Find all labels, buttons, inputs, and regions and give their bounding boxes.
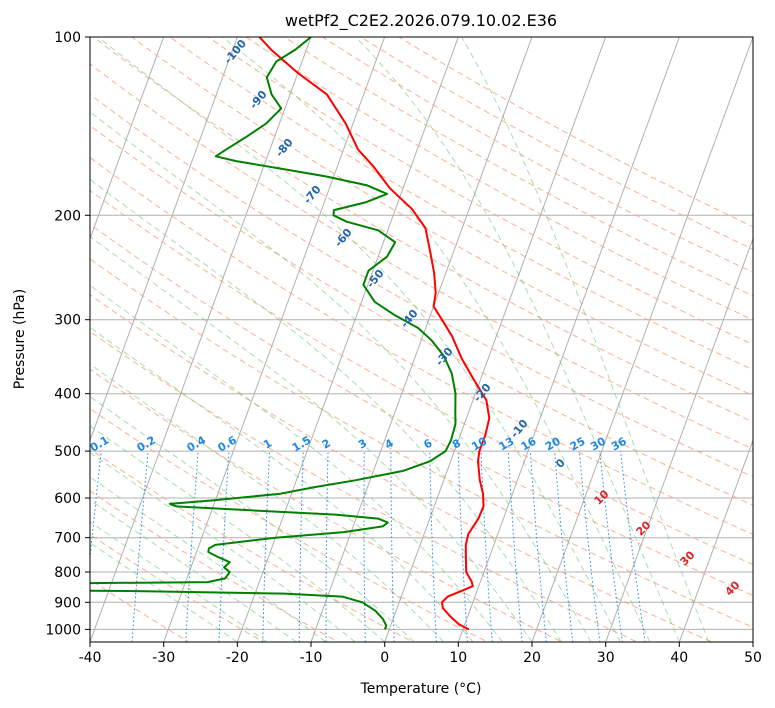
x-tick-label: -40 bbox=[79, 650, 102, 666]
isotherm-gridline bbox=[531, 37, 753, 642]
mixing-ratio-line bbox=[507, 451, 523, 642]
dry-adiabat-line bbox=[90, 63, 753, 450]
x-tick-label: 0 bbox=[380, 650, 389, 666]
temperature-line bbox=[258, 37, 491, 631]
moist-adiabat-line bbox=[90, 178, 562, 642]
mixing-ratio-line bbox=[131, 451, 149, 642]
moist-adiabat-line bbox=[90, 451, 356, 642]
mixing-ratio-line bbox=[90, 451, 102, 563]
mixing-ratio-line bbox=[578, 451, 601, 642]
y-tick-label: 200 bbox=[54, 208, 81, 224]
dry-adiabat-line bbox=[90, 93, 753, 478]
isotherm-gridline bbox=[163, 37, 386, 642]
mixing-ratio-line bbox=[218, 451, 230, 642]
isotherm-gridline bbox=[236, 37, 459, 642]
y-tick-label: 800 bbox=[54, 565, 81, 581]
dry-adiabat-line bbox=[90, 533, 265, 642]
mixing-ratio-line bbox=[298, 451, 304, 642]
mixing-ratio-line bbox=[325, 451, 329, 642]
plot-frame bbox=[89, 36, 754, 643]
moist-adiabat-line bbox=[90, 425, 386, 642]
dry-adiabat-line bbox=[90, 448, 415, 642]
moist-adiabat-line bbox=[90, 284, 503, 642]
x-tick-label: 20 bbox=[523, 650, 541, 666]
mixing-ratio-line bbox=[262, 451, 270, 642]
y-axis-label: Pressure (hPa) bbox=[12, 289, 28, 389]
moist-adiabat-line bbox=[221, 37, 651, 642]
mixing-ratio-line bbox=[457, 451, 469, 642]
y-tick-label: 700 bbox=[54, 531, 81, 547]
x-tick-label: 50 bbox=[744, 650, 762, 666]
y-tick-label: 100 bbox=[54, 30, 81, 46]
isotherm-gridline bbox=[384, 37, 607, 642]
isotherm-gridline bbox=[457, 37, 680, 642]
mixing-ratio-line bbox=[529, 451, 547, 642]
mixing-ratio-line bbox=[599, 451, 623, 642]
isotherm-gridline bbox=[310, 37, 533, 642]
chart-title: wetPf2_C2E2.2026.079.10.02.E36 bbox=[285, 11, 557, 31]
dry-adiabat-line bbox=[90, 330, 639, 642]
moist-adiabat-line bbox=[461, 37, 710, 642]
isotherm-gridline bbox=[605, 237, 753, 642]
dry-adiabat-line bbox=[207, 37, 753, 346]
x-axis-label: Temperature (°C) bbox=[360, 681, 482, 697]
dry-adiabat-line bbox=[90, 189, 753, 566]
moist-adiabat-line bbox=[355, 37, 680, 642]
mixing-ratio-line bbox=[185, 451, 199, 642]
x-tick-label: -30 bbox=[152, 650, 175, 666]
dry-adiabat-line bbox=[90, 490, 340, 642]
dry-adiabat-line bbox=[397, 37, 753, 228]
mixing-ratio-line bbox=[363, 451, 366, 642]
dewpoint-line bbox=[90, 37, 457, 630]
dry-adiabat-line bbox=[169, 37, 753, 371]
data-series bbox=[90, 37, 491, 631]
isotherm-gridline bbox=[90, 37, 238, 442]
isotherm-gridline bbox=[678, 438, 753, 642]
x-tick-label: -10 bbox=[300, 650, 323, 666]
y-tick-label: 900 bbox=[54, 595, 81, 611]
x-tick-label: -20 bbox=[226, 650, 249, 666]
x-tick-label: 30 bbox=[597, 650, 615, 666]
y-tick-label: 300 bbox=[54, 313, 81, 329]
moist-adiabat-line bbox=[90, 396, 415, 642]
dry-adiabat-line bbox=[92, 37, 753, 423]
y-tick-label: 500 bbox=[54, 444, 81, 460]
mixing-ratio-line bbox=[429, 451, 437, 642]
mixing-ratio-line bbox=[554, 451, 574, 642]
isotherm-gridline bbox=[90, 37, 312, 642]
moist-adiabat-line bbox=[90, 111, 592, 642]
y-tick-label: 400 bbox=[54, 387, 81, 403]
dry-adiabat-line bbox=[130, 37, 753, 397]
dry-adiabat-line bbox=[245, 37, 753, 321]
axis-ticks: -40 -30 -20 -10 0 10 20 30 40 50 100 200 300 400 500 60… bbox=[45, 30, 762, 666]
dry-adiabat-line bbox=[90, 294, 714, 642]
moist-adiabat-line bbox=[97, 37, 621, 642]
x-tick-label: 10 bbox=[449, 650, 467, 666]
moist-adiabat-line bbox=[90, 235, 533, 642]
mixing-ratio-line bbox=[620, 451, 646, 642]
isotherm-gridline bbox=[90, 37, 165, 241]
x-tick-label: 40 bbox=[670, 650, 688, 666]
dry-adiabat-line bbox=[90, 368, 564, 642]
mixing-ratio-line bbox=[390, 451, 395, 642]
y-tick-label: 1000 bbox=[45, 622, 81, 638]
y-tick-label: 600 bbox=[54, 491, 81, 507]
